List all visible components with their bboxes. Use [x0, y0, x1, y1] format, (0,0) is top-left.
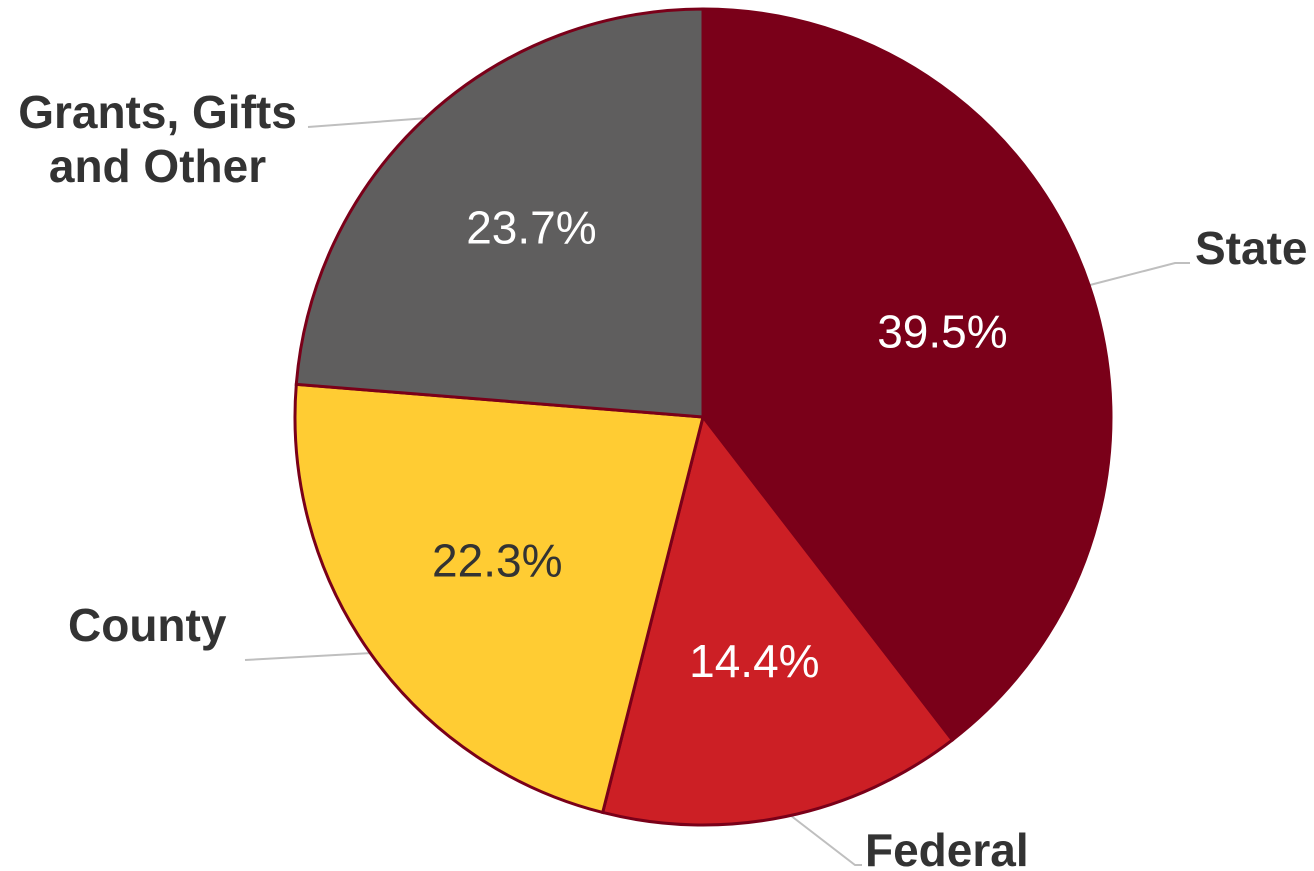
- value-label: 23.7%: [466, 201, 596, 253]
- pie-slice: [701, 7, 1113, 743]
- category-label: State: [1195, 222, 1308, 274]
- pie-slice: [294, 7, 705, 419]
- value-label: 14.4%: [689, 635, 819, 687]
- value-label: 39.5%: [877, 306, 1007, 358]
- leader-line: [244, 652, 373, 661]
- category-label: Federal: [865, 824, 1029, 871]
- pie-slice: [293, 382, 705, 815]
- value-label: 22.3%: [432, 534, 562, 586]
- leader-line: [1089, 262, 1190, 286]
- category-label: County: [68, 599, 227, 651]
- leader-line: [789, 814, 862, 866]
- leader-lines: [244, 117, 1190, 866]
- pie-slice: [600, 413, 955, 827]
- leader-line: [307, 117, 429, 128]
- category-label: Grants, Gifts and Other: [18, 86, 297, 192]
